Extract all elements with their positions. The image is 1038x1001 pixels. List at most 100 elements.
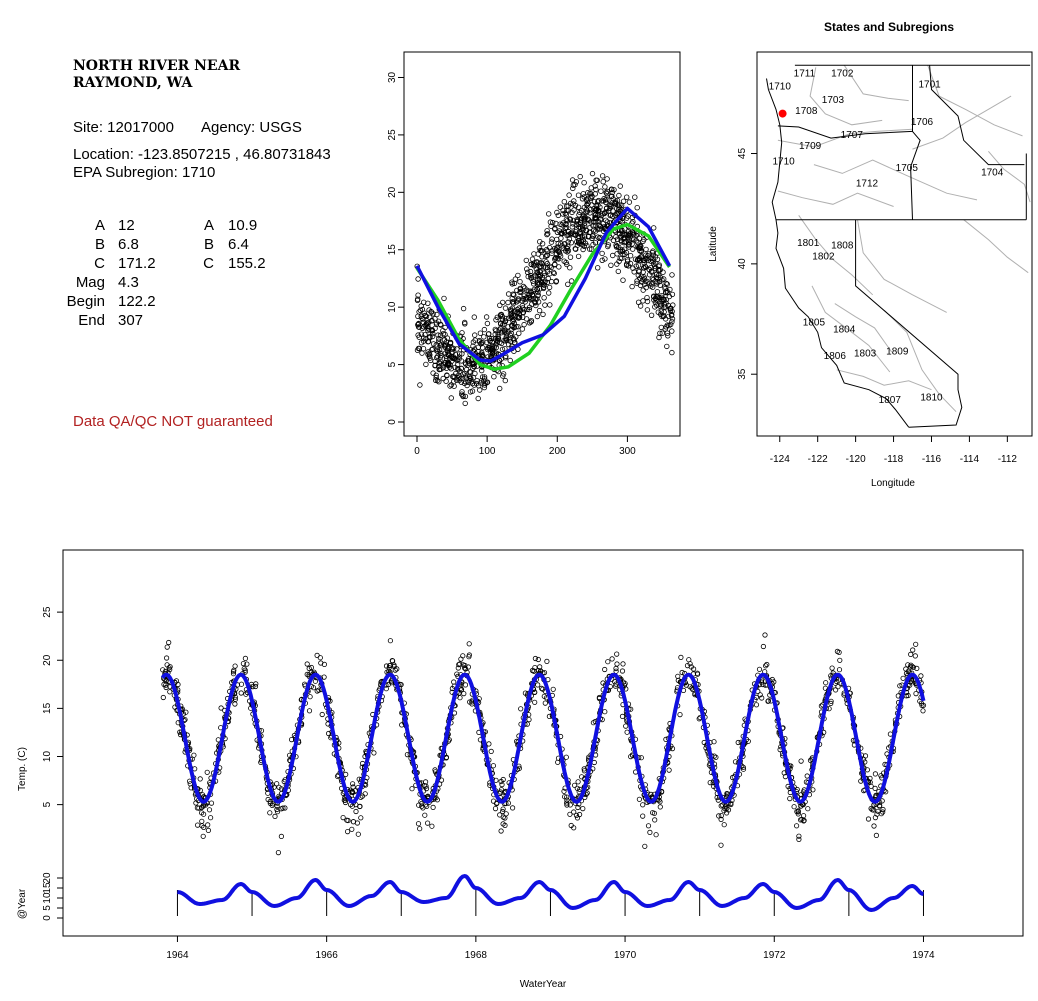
timeseries-data-point [762,663,769,669]
subregion-boundary [777,190,894,207]
seasonal-data-point [547,302,553,308]
year-strip-y-tick-label: 10 [42,892,53,904]
seasonal-data-point [447,383,453,389]
timeseries-data-point [619,713,626,719]
seasonal-data-point [575,192,582,198]
seasonal-data-point [517,278,523,285]
seasonal-data-point [415,332,421,338]
seasonal-data-point [508,313,515,319]
seasonal-data-point [582,240,589,246]
seasonal-data-point [629,283,635,290]
seasonal-data-point [524,269,531,275]
timeseries-data-point [350,784,356,790]
seasonal-data-point [530,296,536,302]
subregion-label: 1803 [854,349,877,360]
seasonal-data-point [575,238,582,244]
timeseries-data-point [918,673,924,679]
seasonal-data-point [549,250,555,257]
timeseries-data-point [913,641,919,647]
seasonal-data-point [491,374,497,380]
seasonal-data-point [626,199,633,205]
year-strip-ylabel: @Year [17,888,28,919]
seasonal-data-point [536,307,543,314]
timeseries-data-point [836,649,842,656]
seasonal-data-point [433,374,439,381]
seasonal-data-point [640,276,646,283]
timeseries-data-point [918,700,925,706]
seasonal-data-point [534,269,541,275]
seasonal-data-point [519,305,526,311]
seasonal-data-point [456,351,463,357]
timeseries-data-point [865,816,872,822]
qa-note: Data QA/QC NOT guaranteed [73,413,273,430]
seasonal-data-point [477,330,484,336]
seasonal-data-point [553,220,559,227]
seasonal-data-point [445,360,452,366]
timeseries-data-point [242,655,248,662]
map-y-tick-label: 40 [737,258,748,270]
seasonal-data-point [530,261,537,268]
timeseries-data-point [232,696,238,702]
seasonal-data-point [430,341,437,347]
timeseries-data-point [490,763,496,769]
map-subregion-labels: 1711 1702 1701 1710 1703 1708 1706 1707 1709 1710… [769,68,1004,406]
seasonal-data-point [535,289,541,295]
seasonal-data-point [542,253,549,259]
timeseries-data-point [571,809,577,815]
seasonal-data-point [437,332,444,338]
timeseries-data-point [278,806,284,812]
seasonal-data-point [625,232,632,239]
subregion-label: 1701 [918,79,941,90]
seasonal-data-point [651,293,657,299]
seasonal-data-point [661,302,668,308]
seasonal-data-point [616,192,622,199]
seasonal-data-point [432,362,438,368]
subregion-label: 1804 [833,324,856,335]
seasonal-data-point [503,335,509,342]
timeseries-data-point [204,769,210,775]
seasonal-data-point [461,319,468,326]
seasonal-data-point [483,314,490,320]
timeseries-data-point [581,768,588,774]
seasonal-data-point [557,204,563,210]
seasonal-data-point [605,242,612,248]
seasonal-data-point [443,378,449,384]
timeseries-data-point [550,686,556,692]
seasonal-data-point [563,212,569,218]
seasonal-data-point [666,293,673,300]
seasonal-data-point [507,357,513,364]
timeseries-x-tick-label: 1966 [316,950,339,961]
seasonal-data-point [576,221,582,227]
seasonal-data-point [502,377,508,384]
timeseries-data-point [724,791,730,797]
timeseries-data-point [694,670,701,676]
seasonal-data-point [587,210,593,216]
seasonal-data-point [664,330,671,336]
seasonal-data-point [542,302,548,308]
timeseries-data-point [810,787,816,793]
seasonal-data-point [427,335,433,341]
timeseries-data-point [509,805,516,811]
timeseries-data-point [353,808,359,815]
timeseries-data-point [518,706,524,712]
seasonal-data-point [618,237,624,244]
timeseries-data-point [409,786,415,792]
seasonal-data-point [453,370,459,377]
seasonal-data-point [592,212,598,218]
seasonal-data-point [652,299,658,306]
timeseries-data-point [573,812,580,818]
seasonal-data-point [624,194,630,200]
timeseries-data-point [908,651,914,658]
timeseries-data-point [532,699,538,705]
timeseries-data-point [623,723,629,729]
subregion-label: 1806 [824,351,847,362]
seasonal-data-point [615,268,621,275]
timeseries-data-point [753,702,760,708]
timeseries-data-point [275,849,281,856]
seasonal-data-point [448,366,454,372]
seasonal-data-point [535,251,541,257]
seasonal-data-point [595,197,602,204]
seasonal-data-point [598,216,604,222]
subregion-boundary [811,285,891,373]
seasonal-data-point [426,314,433,320]
